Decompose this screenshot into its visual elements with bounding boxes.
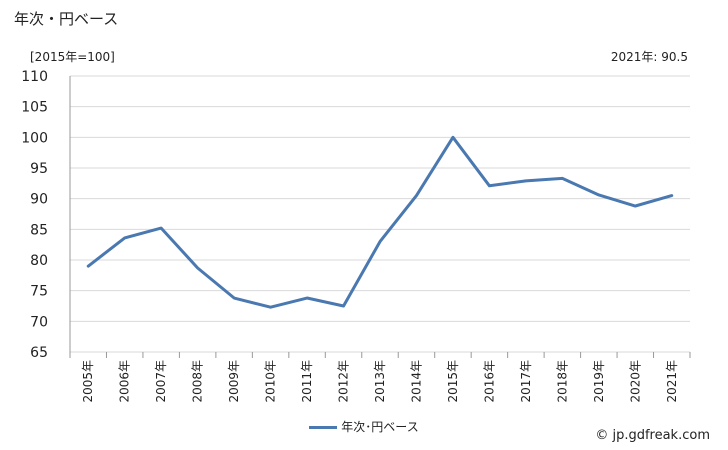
x-tick-label: 2007年 xyxy=(154,360,168,403)
y-tick-label: 65 xyxy=(30,345,48,361)
y-tick-label: 80 xyxy=(30,253,48,269)
series-line xyxy=(88,137,672,307)
legend-label: 年次･円ベース xyxy=(341,420,418,434)
x-tick-label: 2010年 xyxy=(264,360,278,403)
x-tick-label: 2021年 xyxy=(665,360,679,403)
x-tick-label: 2016年 xyxy=(482,360,496,403)
credit-text: © jp.gdfreak.com xyxy=(595,428,710,443)
x-tick-label: 2011年 xyxy=(300,360,314,403)
x-tick-label: 2020年 xyxy=(628,360,642,403)
x-tick-label: 2008年 xyxy=(191,360,205,403)
y-tick-label: 100 xyxy=(21,130,48,146)
x-tick-label: 2014年 xyxy=(409,360,423,403)
y-tick-label: 70 xyxy=(30,314,48,330)
legend-swatch xyxy=(309,426,337,429)
y-tick-label: 95 xyxy=(30,161,48,177)
y-tick-label: 90 xyxy=(30,192,48,208)
x-tick-label: 2018年 xyxy=(555,360,569,403)
x-tick-label: 2005年 xyxy=(81,360,95,403)
x-tick-label: 2017年 xyxy=(519,360,533,403)
x-tick-label: 2006年 xyxy=(118,360,132,403)
x-tick-label: 2009年 xyxy=(227,360,241,403)
x-tick-label: 2015年 xyxy=(446,360,460,403)
y-tick-label: 105 xyxy=(21,100,48,116)
x-tick-label: 2019年 xyxy=(592,360,606,403)
y-tick-label: 110 xyxy=(21,69,48,85)
y-tick-label: 85 xyxy=(30,222,48,238)
y-tick-label: 75 xyxy=(30,284,48,300)
x-tick-label: 2012年 xyxy=(337,360,351,403)
x-tick-label: 2013年 xyxy=(373,360,387,403)
